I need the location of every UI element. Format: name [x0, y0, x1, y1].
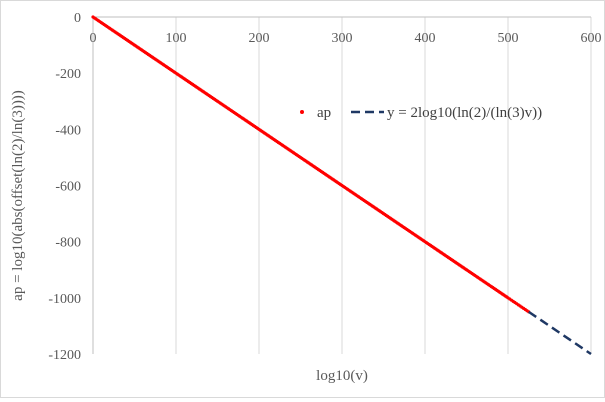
x-tick-label: 400	[415, 31, 436, 46]
grid-lines	[175, 17, 592, 354]
y-tick-label: -1000	[48, 292, 81, 307]
axes	[92, 16, 591, 354]
x-tick-label: 500	[498, 31, 519, 46]
y-tick-label: 0	[74, 11, 81, 26]
legend-label-ap: ap	[317, 105, 331, 121]
series-layer	[91, 15, 592, 356]
tick-labels: 0 100 200 300 400 500 600 0 -200 -400 -600 -800 -100…	[48, 11, 601, 363]
x-tick-label: 600	[581, 31, 602, 46]
x-tick-label: 100	[166, 31, 187, 46]
x-tick-label: 0	[90, 31, 97, 46]
x-axis-title: log10(v)	[316, 368, 368, 384]
x-tick-label: 200	[249, 31, 270, 46]
fit-line	[528, 310, 592, 356]
x-tick-label: 300	[332, 31, 353, 46]
y-axis-title: ap = log10(abs(offset(ln(2)/ln(3))))	[10, 90, 26, 301]
legend-label-fit: y = 2log10(ln(2)/(ln(3)v))	[387, 105, 542, 121]
y-tick-label: -400	[55, 123, 81, 138]
y-tick-label: -800	[55, 236, 81, 251]
y-tick-label: -1200	[48, 348, 81, 363]
legend-marker-ap	[300, 110, 304, 114]
y-tick-label: -600	[55, 180, 81, 195]
legend: ap y = 2log10(ln(2)/(ln(3)v))	[300, 105, 542, 121]
y-tick-label: -200	[55, 67, 81, 82]
